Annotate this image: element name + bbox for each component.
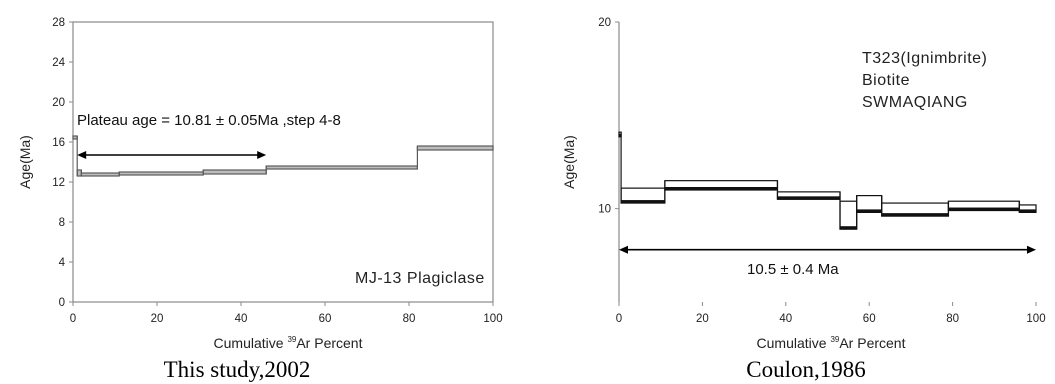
- plateau-label-right: 10.5 ± 0.4 Ma: [747, 261, 839, 278]
- x-tick-label: 80: [946, 313, 959, 325]
- x-tick-label: 40: [779, 313, 792, 325]
- step-box: [80, 172, 120, 177]
- step-error-band: [840, 226, 857, 230]
- x-tick-label: 20: [151, 313, 164, 325]
- x-tick-label: 60: [319, 313, 332, 325]
- x-tick-label: 100: [483, 313, 502, 325]
- x-tick-label: 40: [235, 313, 248, 325]
- plateau-arrow-head-right: [257, 151, 267, 159]
- plateau-arrow-head-right: [1027, 245, 1036, 254]
- x-tick-label: 0: [70, 313, 76, 325]
- plateau-arrow-head-left: [619, 245, 628, 254]
- x-tick-label: 100: [1026, 313, 1045, 325]
- y-tick-label: 28: [52, 17, 65, 29]
- y-tick-label: 20: [598, 17, 611, 29]
- step-box: [839, 200, 858, 230]
- y-tick-label: 10: [598, 204, 611, 216]
- sample-label-right-2: Biotite: [862, 72, 910, 89]
- step-error-band: [664, 187, 778, 190]
- step-error-band: [948, 207, 1020, 211]
- step-error-band: [621, 200, 665, 204]
- y-tick-label: 0: [59, 297, 65, 309]
- x-axis-title-right: Cumulative 39Ar Percent: [757, 335, 906, 351]
- y-axis-title-left: Age(Ma): [17, 135, 33, 189]
- sample-label-right-1: T323(Ignimbrite): [862, 50, 987, 67]
- step-box: [265, 165, 419, 170]
- x-tick-label: 0: [616, 313, 622, 325]
- plateau-label-left: Plateau age = 10.81 ± 0.05Ma ,step 4-8: [77, 112, 341, 129]
- caption-left: This study,2002: [164, 357, 311, 382]
- x-tick-label: 20: [696, 313, 709, 325]
- y-tick-label: 12: [52, 177, 65, 189]
- y-tick-label: 16: [52, 137, 65, 149]
- step-box: [118, 171, 204, 176]
- chart-left: 0 20 40 60 80 100 0 4 8 12 16 20 24 28 Plateau age =…: [17, 17, 503, 382]
- x-tick-label: 60: [863, 313, 876, 325]
- step-error-band: [777, 196, 841, 200]
- step-error-band: [856, 209, 882, 213]
- x-axis-title-left: Cumulative 39Ar Percent: [214, 335, 363, 351]
- step-error-band: [1019, 209, 1036, 213]
- sample-label-right-3: SWMAQIANG: [862, 94, 968, 111]
- step-box: [202, 169, 267, 175]
- step-box: [72, 135, 78, 140]
- y-axis-title-right: Age(Ma): [561, 135, 577, 189]
- y-tick-label: 4: [59, 257, 66, 269]
- caption-right: Coulon,1986: [746, 357, 865, 382]
- y-tick-label: 20: [52, 97, 65, 109]
- x-tick-label: 80: [403, 313, 416, 325]
- plot-frame-left: [72, 21, 494, 303]
- sample-label-left: MJ-13 Plagiclase: [355, 270, 485, 287]
- y-tick-label: 24: [52, 57, 65, 69]
- step-error-band: [881, 213, 949, 217]
- plateau-arrow-head-left: [77, 151, 87, 159]
- step-error-band: [619, 133, 622, 137]
- y-tick-label: 8: [59, 217, 65, 229]
- step-box: [416, 145, 494, 151]
- step-box: [76, 169, 82, 177]
- chart-right: 0 20 40 60 80 100 10 20 T323(Ignimbrite) Bioti…: [561, 17, 1046, 382]
